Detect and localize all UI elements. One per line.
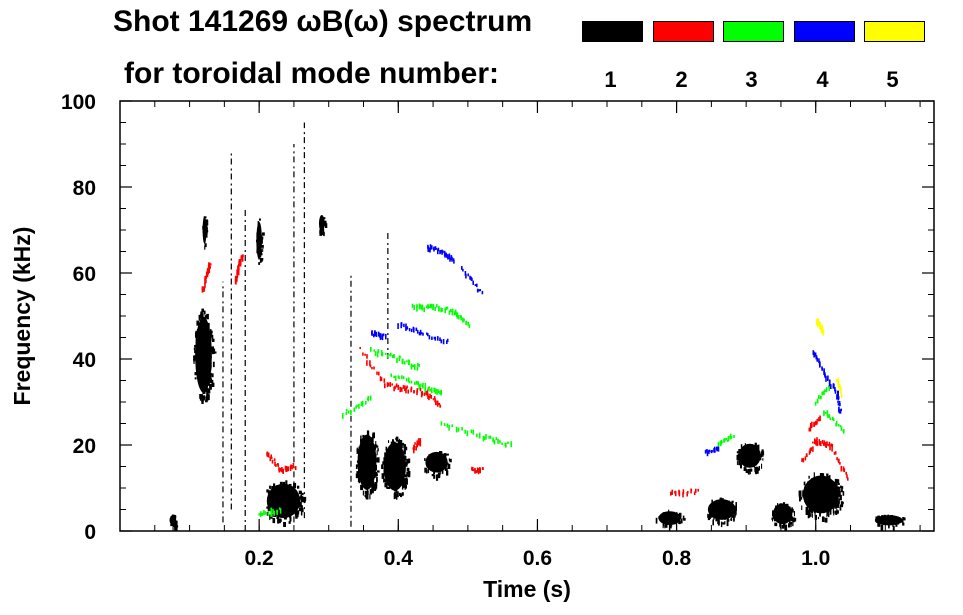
x-tick-label-0: 0.2 [245,547,274,570]
mode-4-track-5 [704,446,720,457]
mode-2-track-6 [801,437,849,481]
y-tick-label-3: 60 [73,263,96,286]
mode-2-track-4 [412,438,422,454]
mode-2-track-8 [471,466,484,475]
mode-4-track-4 [461,266,484,295]
mode-5-track-1 [836,377,843,399]
legend-swatch-mode-2 [653,21,714,42]
mode-1-blob-9 [798,472,845,523]
y-tick-label-5: 100 [61,91,96,114]
mode-1-blob-2 [256,218,265,265]
mode-3-track-7 [814,382,831,406]
chart-title-line2: for toroidal mode number: [124,57,499,90]
x-axis-label: Time (s) [483,576,571,602]
mode-1-blob-1 [202,216,209,250]
legend-swatch-mode-1 [582,21,643,42]
mode-2-track-0 [201,262,212,293]
legend-label-mode-1: 1 [604,67,617,92]
x-tick-label-1: 0.4 [384,547,414,570]
mode-4-track-1 [397,322,449,345]
mode-5-track-0 [815,318,825,336]
mode-3-track-2 [342,395,372,419]
mode-1-blob-4 [318,214,328,237]
y-tick-label-1: 20 [73,435,96,458]
mode-4-track-3 [812,350,842,414]
legend-label-mode-3: 3 [745,67,758,92]
spectrogram-marks [169,122,906,531]
mode-1-blob-13 [707,497,737,528]
chart-title-line1: Shot 141269 ωB(ω) spectrum [113,5,533,38]
mode-3-track-8 [258,507,282,518]
mode-2-track-5 [670,488,699,498]
mode-3-track-0 [411,303,471,329]
mode-2-track-1 [234,254,244,285]
mode-2-track-2 [266,451,297,474]
y-tick-label-4: 80 [73,177,96,200]
legend-swatch-mode-4 [794,21,855,42]
legend-label-mode-4: 4 [816,67,829,92]
legend-label-mode-5: 5 [886,67,899,92]
legend-label-mode-2: 2 [675,67,688,92]
mode-3-track-1 [390,373,442,396]
x-tick-label-2: 0.6 [523,547,552,570]
legend-swatch-mode-5 [864,21,925,42]
mode-4-track-2 [371,330,387,341]
legend-swatch-mode-3 [723,21,784,42]
mode-1-blob-7 [424,451,452,481]
mode-2-track-7 [808,415,821,432]
y-tick-label-0: 0 [84,521,96,544]
mode-1-blob-10 [874,514,906,531]
y-tick-label-2: 40 [73,349,96,372]
mode-3-track-5 [717,433,735,448]
mode-1-blob-5 [355,430,380,500]
mode-1-blob-8 [736,442,765,475]
mode-4-track-0 [427,244,455,264]
x-tick-label-4: 1.0 [801,547,830,570]
mode-3-track-4 [370,347,420,371]
mode-1-blob-6 [381,436,411,500]
axis-ticks: 0.2 0.4 0.6 0.8 1.0 0 20 40 60 80 100 [61,91,934,570]
plot-frame [119,100,935,532]
mode-3-track-3 [440,421,512,448]
mode-3-track-6 [823,410,845,434]
mode-1-blob-3 [266,480,307,527]
mode-1-blob-12 [655,509,686,531]
x-tick-label-3: 0.8 [662,547,692,570]
mode-1-blob-14 [771,502,797,531]
mode-1-blob-0 [193,308,217,404]
mode-2-track-3 [359,347,442,408]
y-axis-label: Frequency (kHz) [9,227,35,406]
mode-1-blob-11 [169,514,179,531]
